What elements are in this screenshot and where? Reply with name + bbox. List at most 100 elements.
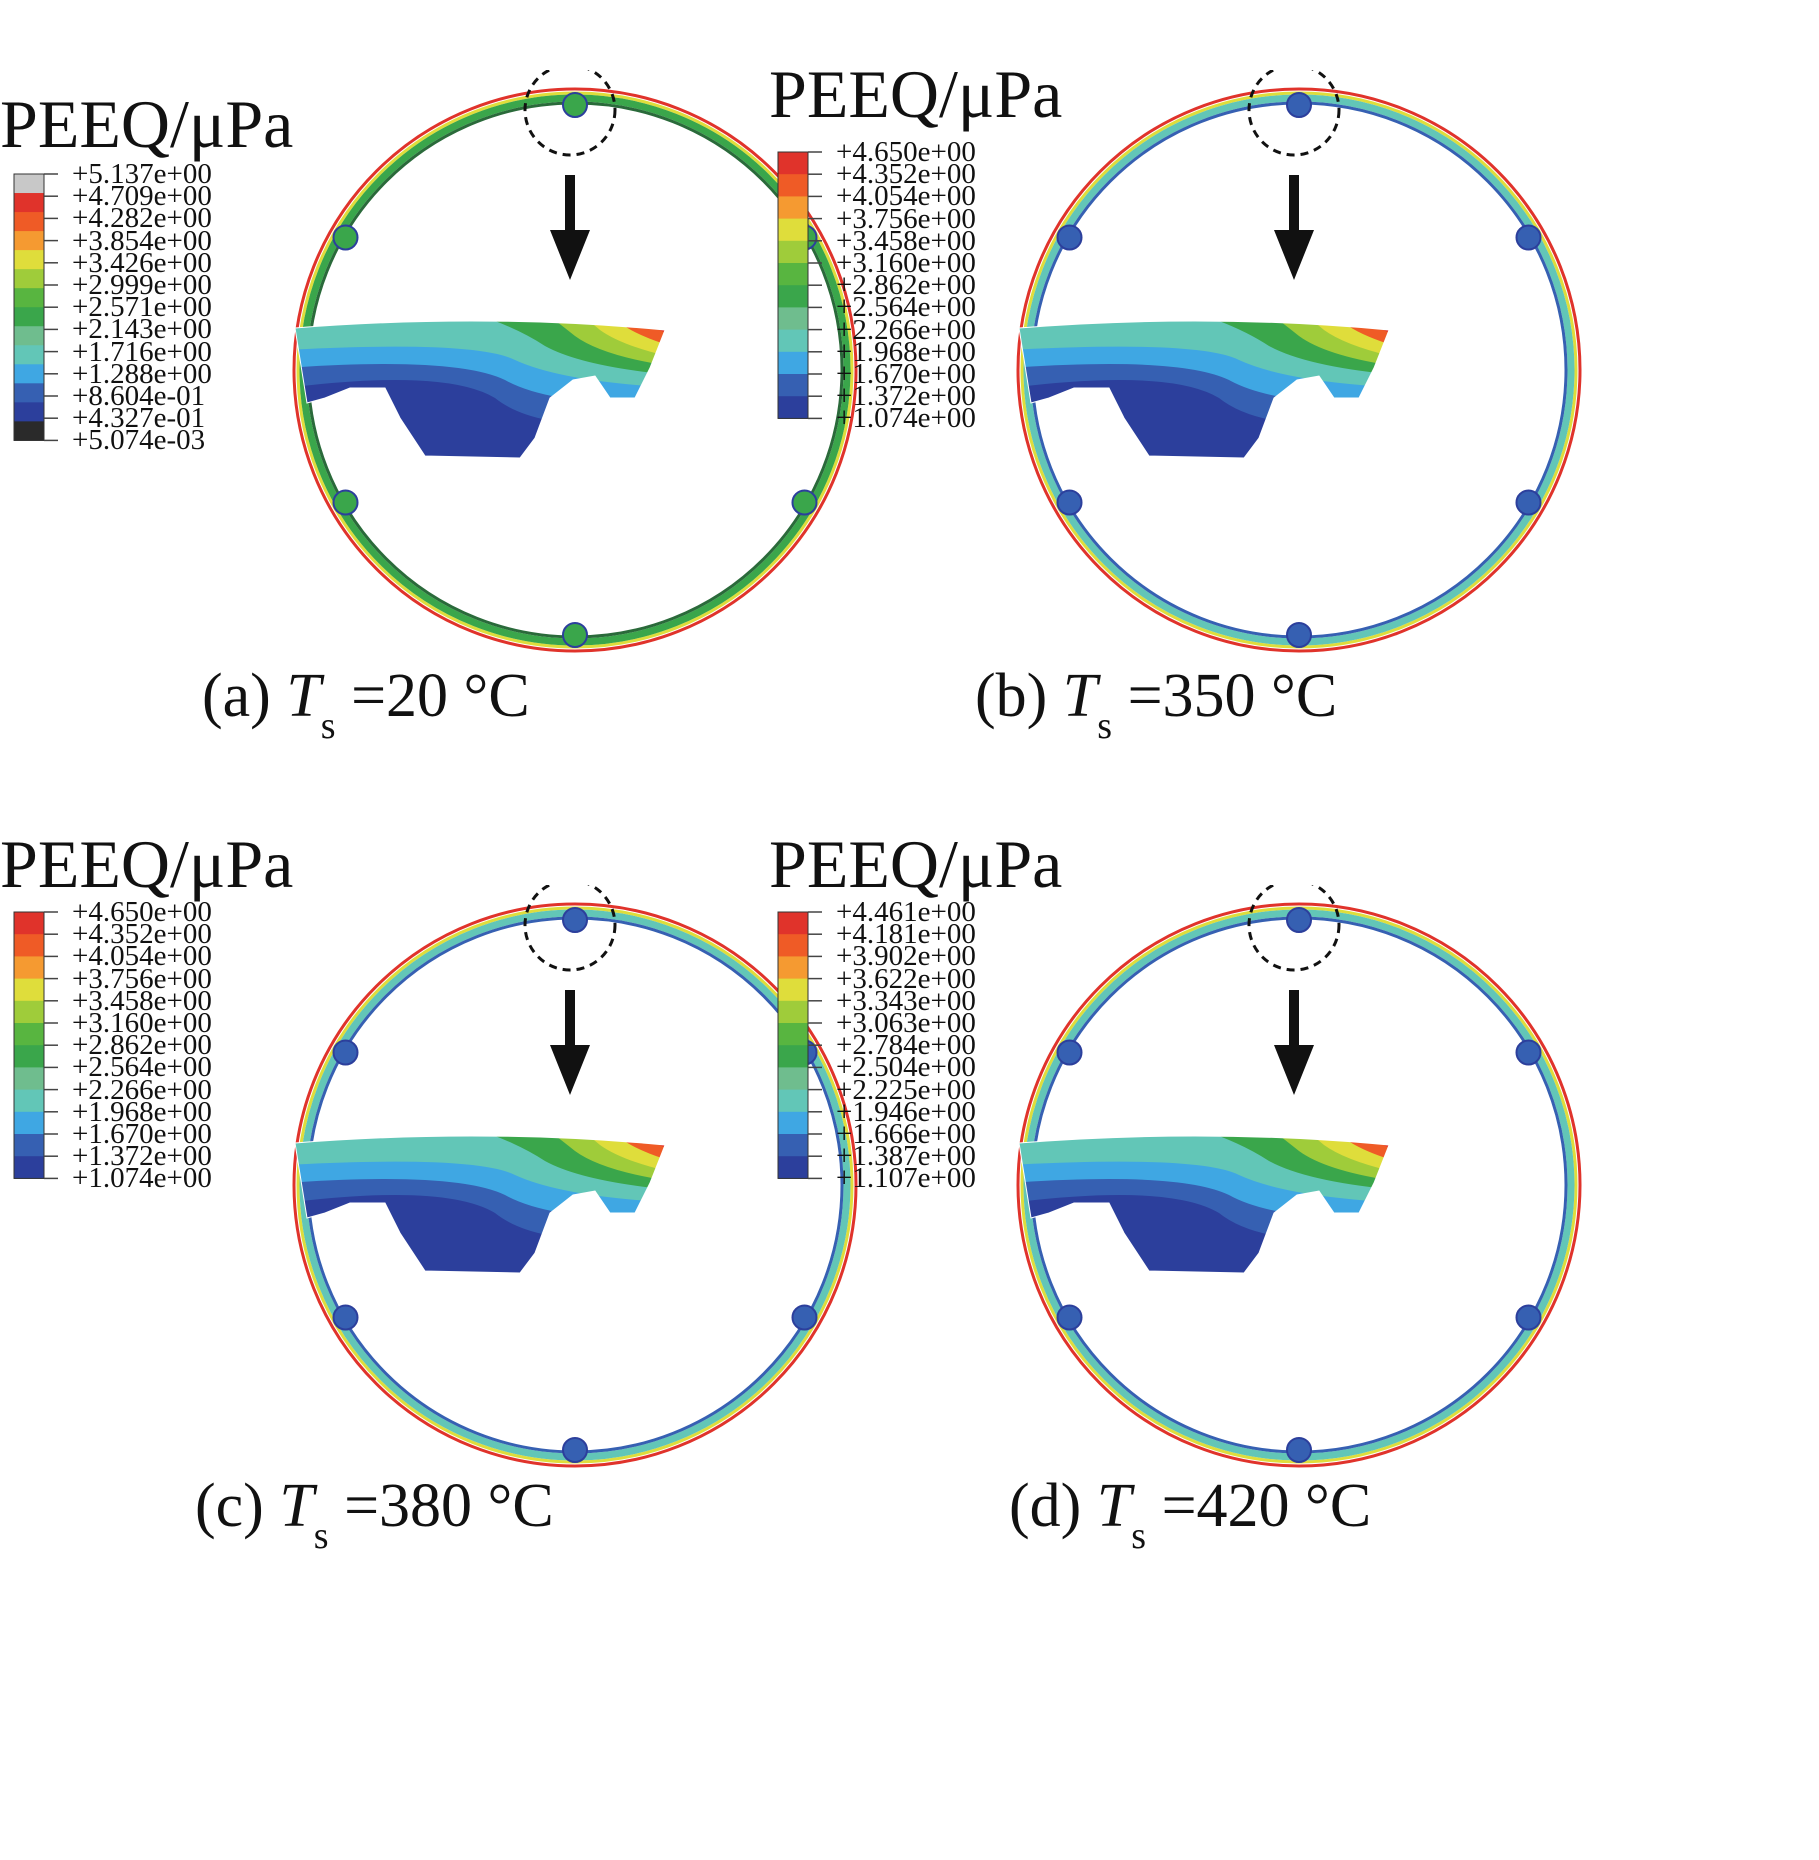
legend-swatch (778, 240, 808, 264)
legend-value: +1.670e+00 (836, 358, 976, 390)
legend-swatch (14, 1045, 44, 1068)
legend-swatch (778, 1156, 808, 1179)
legend-value: +3.426e+00 (72, 246, 212, 279)
legend-swatch (14, 1067, 44, 1091)
legend-value: +1.074e+00 (72, 1162, 212, 1195)
legend-swatch (14, 1023, 44, 1046)
ring-lobe (791, 489, 818, 516)
legend-swatch (778, 1067, 808, 1091)
caption-symbol: T (279, 1472, 314, 1540)
arrow-head (550, 1045, 590, 1095)
legend-swatch (778, 956, 808, 980)
legend-swatch (14, 956, 44, 980)
ring-lobe (1515, 224, 1542, 251)
caption-prefix: (c) (195, 1472, 280, 1540)
contour-band (1284, 320, 1389, 350)
ring-contour-plot (1016, 70, 1582, 653)
caption-value: =380 °C (328, 1472, 554, 1540)
caption-prefix: (b) (975, 662, 1063, 730)
panel-a: PEEQ/μPa +5.137e+00 +4.709e+00 +4.282e+00 +… (0, 30, 909, 930)
legend-value: +1.946e+00 (836, 1095, 976, 1128)
contour-band (1019, 1135, 1389, 1203)
legend-swatch (14, 345, 44, 365)
legend-title: PEEQ/μPa (0, 826, 294, 902)
contour-outline (1018, 320, 1390, 459)
ring-lobe (562, 1437, 588, 1463)
panel-caption: (d) Ts =420 °C (1009, 1472, 1371, 1555)
caption-value: =350 °C (1112, 662, 1338, 730)
legend-title: PEEQ/μPa (769, 56, 1063, 132)
legend-value: +2.571e+00 (72, 291, 212, 324)
legend-value: +4.352e+00 (836, 158, 976, 191)
contour-band (295, 1135, 665, 1203)
caption-prefix: (a) (202, 662, 287, 730)
panel-d: PEEQ/μPa +4.461e+00 +4.181e+00 +3.902e+00 +… (769, 830, 1818, 1845)
magnifier-circle (1247, 70, 1341, 157)
ring-lobe (1515, 489, 1542, 516)
legend-swatch (14, 934, 44, 957)
legend-title: PEEQ/μPa (769, 826, 1063, 902)
caption-symbol: T (1096, 1472, 1132, 1540)
legend-value: +1.968e+00 (72, 1095, 212, 1128)
legend-value: +4.054e+00 (72, 940, 212, 973)
zoomed-contour (294, 1135, 666, 1274)
legend-swatch (14, 978, 44, 1002)
magnifier-circle (1247, 885, 1341, 972)
ring-lobe (1056, 489, 1083, 516)
legend-value: +2.143e+00 (72, 313, 212, 346)
legend-swatch (778, 1023, 808, 1046)
legend-swatch (14, 912, 44, 935)
ring-lobe (332, 1304, 359, 1331)
ring-contour-plot (292, 70, 858, 653)
caption-symbol: T (286, 662, 321, 730)
legend-value: +2.564e+00 (72, 1051, 212, 1084)
legend-value: +2.504e+00 (836, 1051, 976, 1084)
legend-swatch (778, 174, 808, 197)
caption-prefix: (d) (1009, 1472, 1097, 1540)
legend-swatch (14, 1111, 44, 1135)
legend-swatch (14, 402, 44, 422)
ring-lobe (1056, 1039, 1083, 1066)
ring-contour-plot (1016, 885, 1582, 1468)
legend-swatch (14, 1134, 44, 1157)
legend-swatch (778, 329, 808, 353)
zoomed-contour (294, 320, 666, 459)
legend-value: +8.604e-01 (72, 380, 206, 412)
legend-value: +3.902e+00 (836, 940, 976, 973)
ring-lobe (1056, 224, 1083, 251)
legend-value: +1.074e+00 (836, 402, 976, 435)
legend-value: +4.181e+00 (836, 918, 976, 951)
legend-value: +4.327e-01 (72, 402, 206, 435)
legend-swatch (14, 1156, 44, 1179)
legend-swatch (778, 152, 808, 175)
legend-value: +4.650e+00 (836, 136, 976, 168)
legend-value: +2.862e+00 (72, 1029, 212, 1062)
legend-swatch (14, 212, 44, 232)
ring-outer-edge (292, 902, 858, 1468)
legend-color-bar (777, 911, 822, 1180)
legend-swatch (14, 1000, 44, 1024)
legend-value: +3.854e+00 (72, 224, 212, 257)
legend-swatch (14, 326, 44, 346)
legend-value: +3.458e+00 (72, 984, 212, 1017)
ring-lobe (562, 92, 588, 118)
legend-value: +1.670e+00 (72, 1118, 212, 1150)
legend-value: +4.650e+00 (72, 896, 212, 928)
ring-lobe (332, 1039, 359, 1066)
ring-lobe (562, 907, 588, 933)
legend-value: +2.999e+00 (72, 269, 212, 301)
zoomed-contour (1018, 1135, 1390, 1274)
legend-value: +2.784e+00 (836, 1029, 976, 1062)
panel-caption: (c) Ts =380 °C (195, 1472, 554, 1555)
caption-subscript: s (320, 705, 336, 747)
legend-value: +1.107e+00 (836, 1162, 976, 1195)
contour-outline (1018, 1135, 1390, 1274)
legend-swatch (778, 374, 808, 397)
legend-swatch (778, 218, 808, 242)
legend-value: +2.266e+00 (836, 313, 976, 346)
legend-value: +3.458e+00 (836, 224, 976, 257)
legend-swatch (14, 421, 44, 441)
legend-swatch (778, 396, 808, 419)
caption-subscript: s (1097, 705, 1113, 747)
legend-swatch (14, 174, 44, 194)
